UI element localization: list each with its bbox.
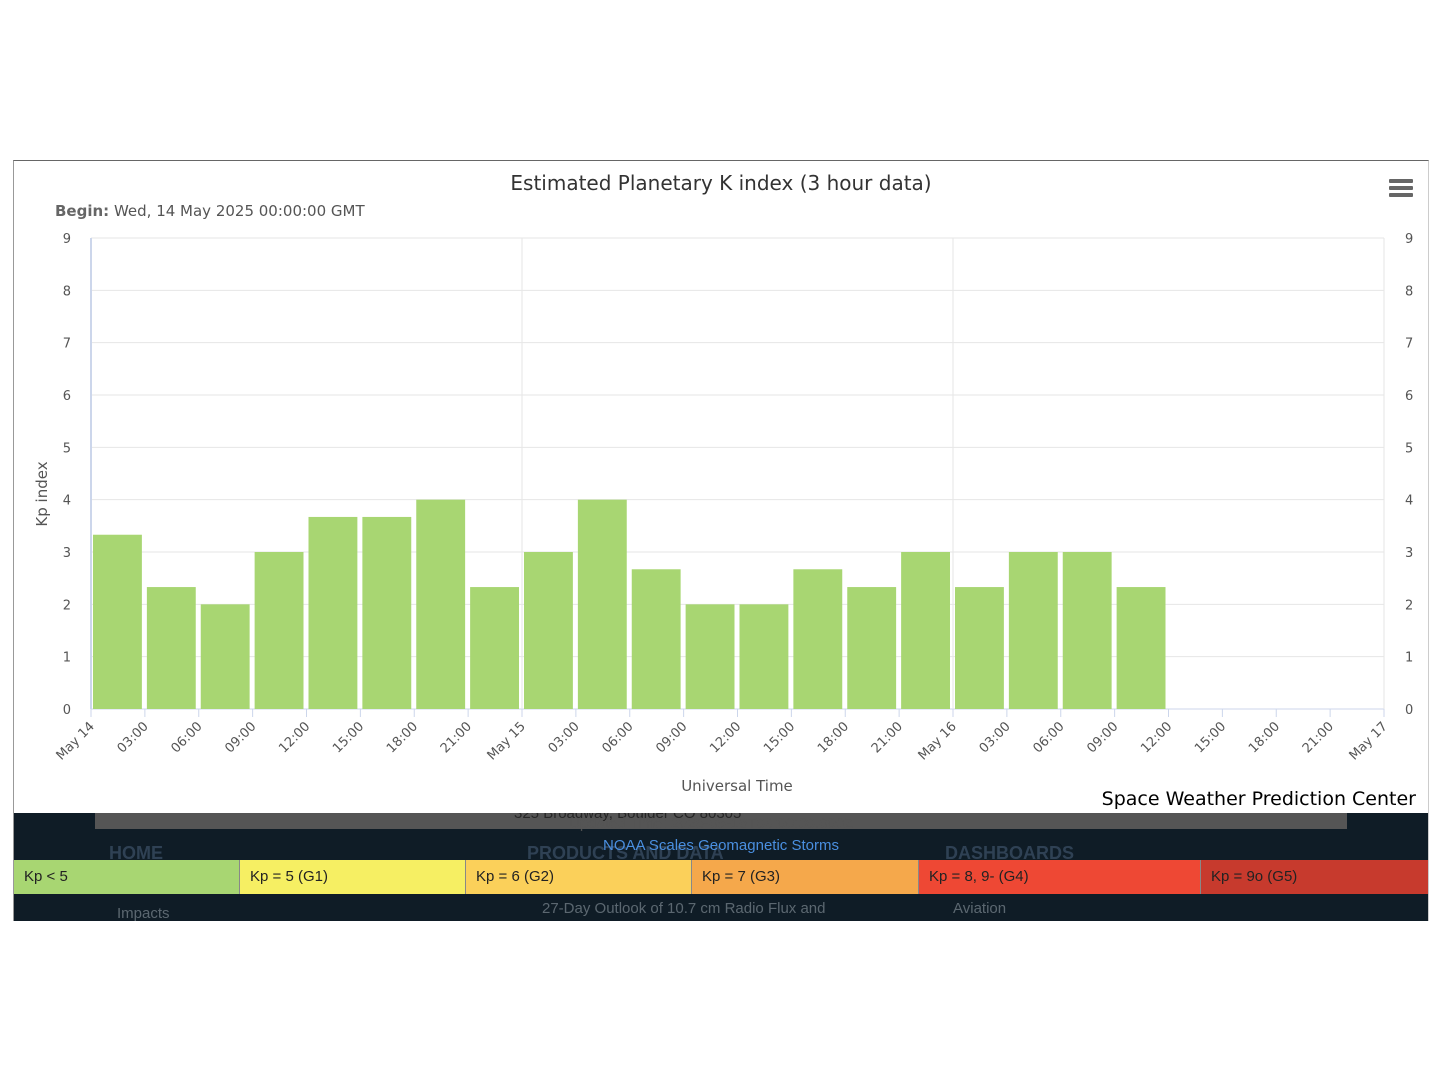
footer-strip	[95, 813, 1347, 829]
kp-bar	[577, 499, 627, 709]
y-tick-label-right: 9	[1405, 232, 1413, 247]
legend-g1: Kp = 5 (G1)	[240, 860, 466, 894]
footer-dashboards-link[interactable]: DASHBOARDS	[945, 843, 1075, 863]
y-tick-label-right: 2	[1405, 598, 1413, 613]
begin-key: Begin:	[55, 202, 110, 220]
x-tick-label: 09:00	[653, 719, 690, 756]
x-tick-label: 09:00	[222, 719, 259, 756]
y-tick-label-right: 0	[1405, 703, 1413, 718]
y-tick-label-left: 8	[63, 284, 71, 299]
kp-bar	[146, 587, 196, 709]
x-tick-label: 06:00	[168, 719, 205, 756]
begin-value: Wed, 14 May 2025 00:00:00 GMT	[113, 202, 365, 220]
kp-chart: Estimated Planetary K index (3 hour data…	[33, 171, 1413, 795]
x-tick-label: 12:00	[707, 719, 744, 756]
y-tick-label-left: 7	[63, 337, 71, 352]
bars	[93, 499, 1166, 709]
begin-label: Begin: Wed, 14 May 2025 00:00:00 GMT	[55, 202, 365, 220]
footer-outlook-link[interactable]: 27-Day Outlook of 10.7 cm Radio Flux and	[542, 900, 826, 917]
x-axis-title: Universal Time	[681, 777, 793, 795]
x-tick-label: 09:00	[1084, 719, 1121, 756]
y-tick-label-right: 7	[1405, 337, 1413, 352]
x-tick-label: 21:00	[1300, 719, 1337, 756]
x-tick-label: May 15	[485, 719, 529, 763]
footer-address: 325 Broadway, Boulder CO 80305	[514, 813, 742, 822]
chart-title: Estimated Planetary K index (3 hour data…	[510, 171, 931, 195]
y-tick-label-left: 2	[63, 598, 71, 613]
x-tick-label: 06:00	[599, 719, 636, 756]
kp-bar	[631, 569, 681, 709]
footer-home-link[interactable]: HOME	[109, 843, 163, 863]
legend-g3: Kp = 7 (G3)	[692, 860, 919, 894]
y-tick-label-right: 3	[1405, 546, 1413, 561]
kp-bar	[793, 569, 843, 709]
y-tick-label-left: 5	[63, 441, 71, 456]
kp-bar	[1062, 552, 1112, 709]
kp-bar	[470, 587, 519, 709]
noaa-scales-title[interactable]: NOAA Scales Geomagnetic Storms	[603, 837, 839, 854]
y-tick-label-right: 4	[1405, 494, 1413, 509]
x-tick-label: 18:00	[384, 719, 421, 756]
y-tick-label-left: 4	[63, 494, 71, 509]
kp-bar	[200, 604, 250, 709]
x-tick-label: 03:00	[115, 719, 152, 756]
x-tick-label: May 16	[916, 719, 960, 763]
kp-bar	[416, 499, 466, 709]
y-tick-label-left: 1	[63, 651, 71, 666]
kp-bar	[93, 534, 142, 709]
footer-aviation-link[interactable]: Aviation	[953, 900, 1007, 917]
y-tick-label-left: 3	[63, 546, 71, 561]
y-tick-label-left: 0	[63, 703, 71, 718]
chart-panel: Estimated Planetary K index (3 hour data…	[13, 160, 1429, 921]
x-tick-label: 12:00	[1138, 719, 1175, 756]
footer-impacts-link[interactable]: Impacts	[117, 905, 170, 921]
x-tick-label: 06:00	[1030, 719, 1067, 756]
kp-bar	[739, 604, 789, 709]
x-tick-label: 18:00	[815, 719, 852, 756]
chart-menu-icon[interactable]	[1389, 179, 1413, 201]
x-tick-label: 03:00	[546, 719, 583, 756]
kp-bar	[1008, 552, 1058, 709]
kp-bar	[955, 587, 1004, 709]
kp-bar	[685, 604, 735, 709]
kp-bar	[362, 516, 412, 709]
kp-bar	[1116, 587, 1166, 709]
y-tick-label-right: 8	[1405, 284, 1413, 299]
legend-g2: Kp = 6 (G2)	[466, 860, 692, 894]
legend-g4: Kp = 8, 9- (G4)	[919, 860, 1201, 894]
grid-lines	[90, 237, 1385, 710]
credit-label: Space Weather Prediction Center	[1101, 788, 1416, 810]
kp-bar	[254, 552, 304, 709]
footer-products-link[interactable]: PRODUCTS AND DATA	[527, 843, 724, 863]
y-tick-label-left: 6	[63, 389, 71, 404]
legend-kp-under-5: Kp < 5	[14, 860, 240, 894]
x-tick-label: 15:00	[761, 719, 798, 756]
x-tick-label: 12:00	[276, 719, 313, 756]
y-tick-label-right: 1	[1405, 651, 1413, 666]
x-tick-label: 03:00	[977, 719, 1014, 756]
y-tick-label-right: 5	[1405, 441, 1413, 456]
y-axis-title: Kp index	[33, 461, 51, 526]
legend-g5: Kp = 9o (G5)	[1201, 860, 1428, 894]
kp-bar	[524, 552, 573, 709]
x-tick-label: 15:00	[330, 719, 367, 756]
x-tick-label: May 17	[1347, 719, 1391, 763]
x-tick-label: 15:00	[1192, 719, 1229, 756]
x-tick-label: 21:00	[438, 719, 475, 756]
kp-bar	[308, 516, 358, 709]
y-tick-label-left: 9	[63, 232, 71, 247]
footer-updated: Updated Time: 2025-05-16T09:00:00.000Z	[569, 815, 854, 832]
kp-bar	[847, 587, 897, 709]
kp-bar	[901, 552, 950, 709]
storm-scale-legend: Kp < 5 Kp = 5 (G1) Kp = 6 (G2) Kp = 7 (G…	[14, 860, 1428, 894]
x-tick-label: 21:00	[869, 719, 906, 756]
x-tick-label: May 14	[54, 719, 98, 763]
x-tick-label: 18:00	[1246, 719, 1283, 756]
y-tick-label-right: 6	[1405, 389, 1413, 404]
